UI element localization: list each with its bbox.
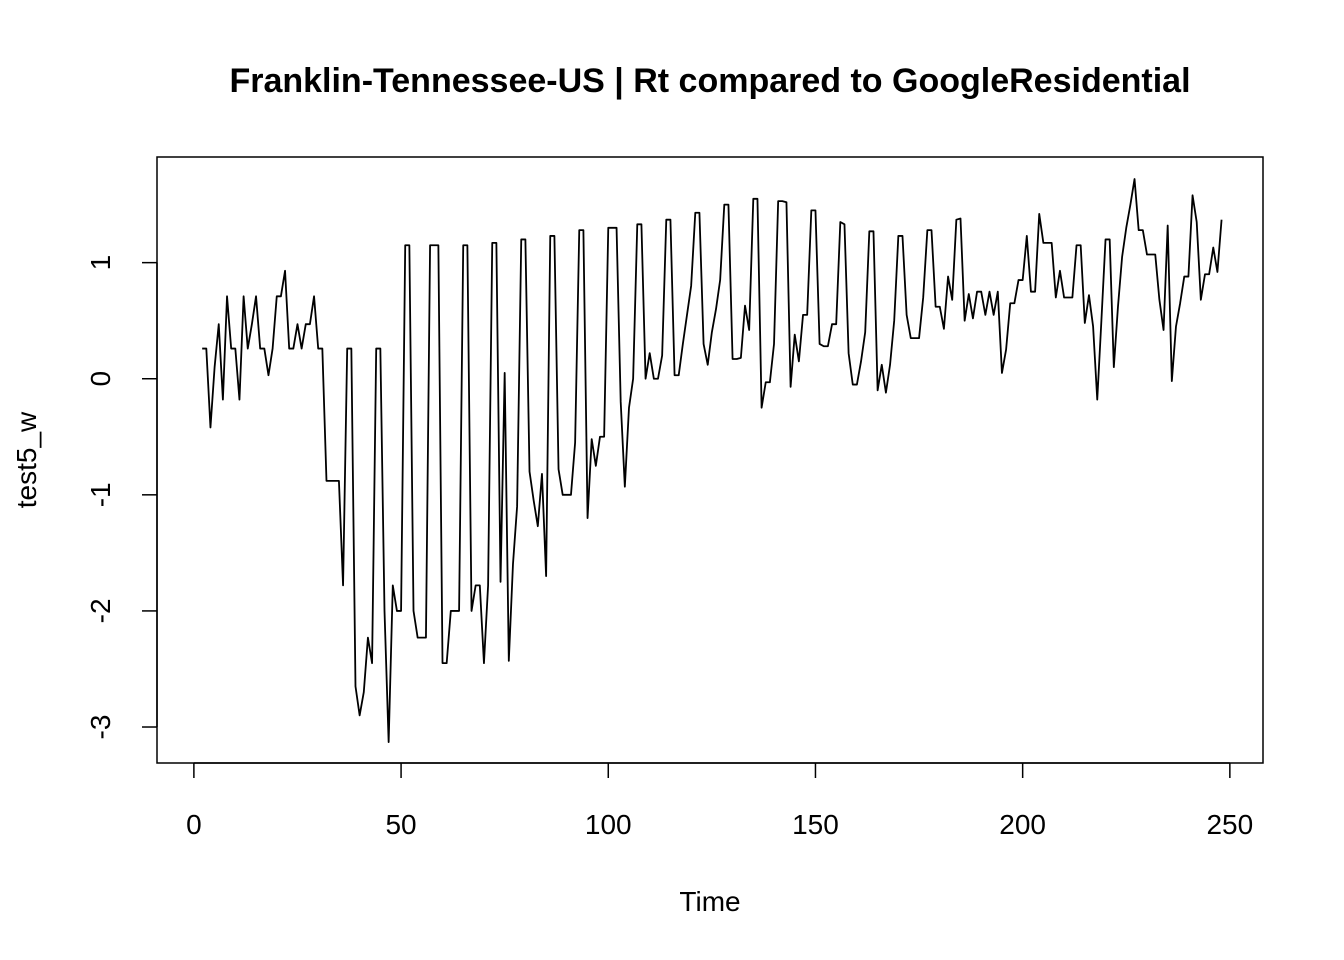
x-axis-label: Time [679, 886, 740, 917]
x-tick-label: 200 [999, 809, 1046, 840]
y-tick-label: -2 [85, 598, 116, 623]
y-tick-label: 0 [85, 371, 116, 387]
x-tick-label: 150 [792, 809, 839, 840]
series-line [202, 178, 1223, 743]
y-tick-label: -3 [85, 715, 116, 740]
y-tick-label: 1 [85, 255, 116, 271]
y-axis-label: test5_w [11, 411, 42, 508]
x-tick-label: 50 [385, 809, 416, 840]
y-tick-label: -1 [85, 482, 116, 507]
x-tick-label: 100 [585, 809, 632, 840]
chart-title: Franklin-Tennessee-US | Rt compared to G… [229, 62, 1190, 100]
x-tick-label: 250 [1206, 809, 1253, 840]
x-tick-label: 0 [186, 809, 202, 840]
